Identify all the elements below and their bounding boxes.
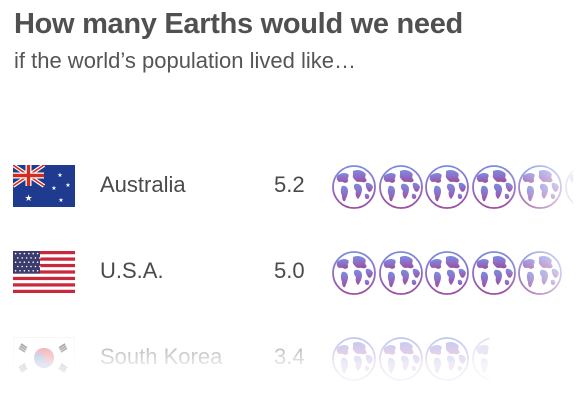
country-label: Australia [100, 172, 186, 197]
page-subtitle: if the world’s population lived like… [14, 48, 356, 73]
earth-globe-icon [332, 251, 376, 295]
globe-bar [331, 164, 585, 210]
svg-text:★: ★ [58, 197, 63, 204]
page-title: How many Earths would we need [14, 8, 463, 40]
chart-row: South Korea 3.4 [0, 334, 585, 384]
earth-globe-icon [518, 165, 562, 209]
country-label: U.S.A. [100, 258, 164, 283]
earth-globe-icon [518, 251, 562, 295]
value-label: 5.2 [274, 172, 305, 197]
chart-row: U.S.A. 5.0 [0, 248, 585, 298]
earth-globe-icon [471, 251, 516, 295]
earth-globe-icon [332, 165, 376, 209]
earth-globe-icon [425, 251, 469, 295]
earth-globe-icon [378, 251, 423, 295]
earth-globe-icon [425, 337, 469, 381]
svg-text:★: ★ [24, 193, 32, 203]
svg-text:★: ★ [65, 182, 70, 189]
globe-bar [331, 336, 585, 382]
earth-globe-icon [471, 165, 516, 209]
chart-row: ★ ★ ★ ★ ★ Australia 5.2 [0, 162, 585, 212]
value-label: 5.0 [274, 258, 305, 283]
south-korea-flag-icon [13, 337, 75, 379]
earth-globe-icon [332, 337, 376, 381]
australia-flag-icon: ★ ★ ★ ★ ★ [13, 165, 75, 207]
value-label: 3.4 [274, 344, 305, 369]
earth-globe-icon [425, 165, 469, 209]
earth-globe-icon [564, 170, 573, 204]
svg-text:★: ★ [57, 172, 62, 179]
earth-globe-icon [471, 337, 489, 381]
earth-globe-icon [378, 165, 423, 209]
svg-text:★: ★ [51, 185, 56, 192]
globe-bar [331, 250, 585, 296]
earth-globe-icon [378, 337, 423, 381]
usa-flag-icon [13, 251, 75, 293]
country-label: South Korea [100, 344, 223, 369]
